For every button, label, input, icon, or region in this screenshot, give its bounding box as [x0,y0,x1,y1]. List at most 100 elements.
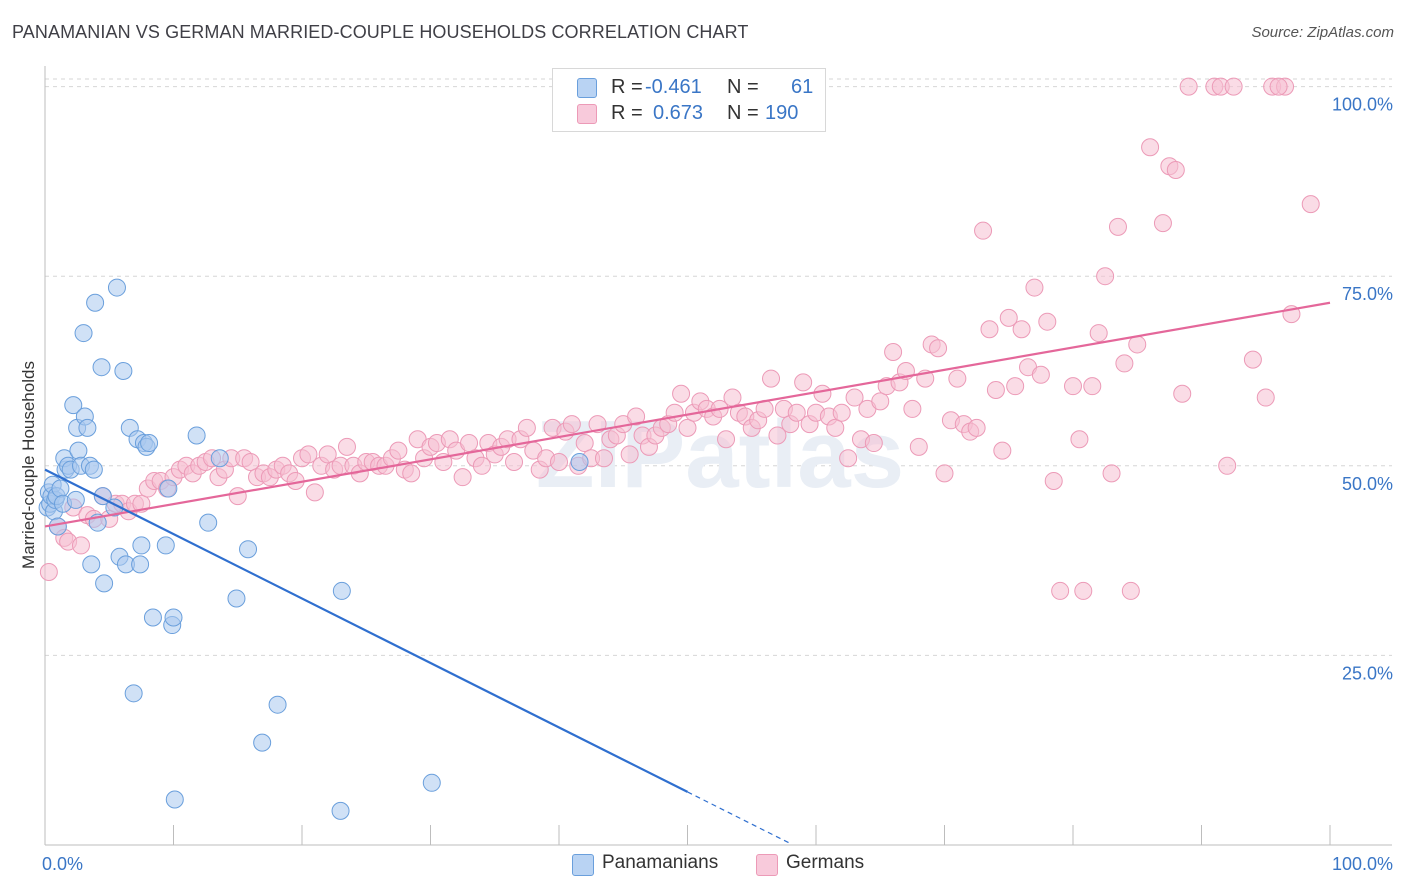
german-point [299,445,318,464]
german-point [967,418,986,437]
y-tick-label: 25.0% [1342,663,1393,683]
german-point [620,445,639,464]
panamanian-point [66,490,85,509]
legend-n-label: N = [727,102,759,124]
german-point [562,415,581,434]
german-point [1301,195,1320,214]
panamanian-trend-line [44,468,688,793]
panamanian-point [199,513,218,532]
german-point [813,384,832,403]
german-point [517,418,536,437]
panamanian-point [165,790,184,809]
german-point [460,434,479,453]
german-point [627,407,646,426]
german-point [472,456,491,475]
bottom-swatch-pink [756,854,778,876]
german-point [1269,77,1288,96]
german-point [1025,278,1044,297]
german-point [832,403,851,422]
panamanian-point [227,589,246,608]
german-point [1051,581,1070,600]
panamanian-point [140,434,159,453]
legend-swatch-blue [577,78,597,98]
legend-r-label: R = [611,102,643,124]
german-point [594,449,613,468]
panamanian-point [570,453,589,471]
german-point [845,388,864,407]
german-point [948,369,967,388]
german-point [909,437,928,456]
bottom-swatch-blue [572,854,594,876]
german-point [768,426,787,445]
german-point [1224,77,1243,96]
panamanian-point [64,396,83,415]
german-point [1089,324,1108,343]
panamanian-point [131,555,150,574]
german-trend-line [44,301,1331,528]
trend-lines [44,301,1331,845]
axes [44,66,1392,846]
correlation-legend: R = -0.461 N = 61 R = 0.673 N = 190 [552,68,826,132]
german-point [1083,377,1102,396]
german-point [1096,267,1115,286]
panamanian-point [422,773,441,792]
german-point [1038,312,1057,331]
panamanian-point [159,479,178,498]
german-point [993,441,1012,460]
y-tick-label: 100.0% [1332,95,1393,115]
german-point [305,483,324,502]
german-point [871,392,890,411]
german-point [1153,214,1172,233]
german-point [588,415,607,434]
german-point [1070,430,1089,449]
german-point [1031,365,1050,384]
panamanian-point [69,441,88,460]
legend-swatch-pink [577,104,597,124]
german-point [1179,77,1198,96]
german-point [39,562,58,581]
german-point [1166,161,1185,180]
y-axis-label: Married-couple Households [19,361,38,569]
german-point [826,418,845,437]
bottom-legend-label: Germans [786,852,865,873]
german-point [1173,384,1192,403]
panamanian-point [86,293,105,312]
german-point [1141,138,1160,157]
german-point [550,453,568,471]
german-point [337,437,356,456]
panamanian-point [143,608,162,627]
panamanian-trend-extension [687,791,791,845]
german-point [980,320,999,339]
panamanian-point [84,460,103,479]
tick-labels: 25.0% 50.0% 75.0% 100.0% 0.0% 100.0% [42,95,1393,874]
german-point [389,441,408,460]
german-point [864,434,883,453]
german-point [1218,456,1237,475]
x-tick-label: 0.0% [42,854,83,874]
y-tick-label: 50.0% [1342,474,1393,494]
panamanian-point [187,426,206,445]
panamanian-point [48,517,67,536]
german-point [402,464,421,483]
german-point [1128,335,1147,354]
german-point [71,536,90,555]
german-point [241,453,260,471]
legend-n-label: N = [727,76,759,98]
panamanian-point [114,361,133,380]
source-label: Source: ZipAtlas.com [1251,24,1394,41]
panamanian-point [95,574,114,593]
panamanian-point [156,536,175,555]
german-point [787,403,806,422]
german-point [986,380,1005,399]
german-point [762,369,781,388]
german-point [1012,320,1031,339]
panamanian-point [331,801,350,820]
german-point [974,221,993,240]
german-point [453,468,472,487]
panamanian-point [239,540,258,559]
panamanian-point [268,695,287,714]
y-tick-label: 75.0% [1342,284,1393,304]
german-point [1121,581,1140,600]
german-point [929,339,948,358]
